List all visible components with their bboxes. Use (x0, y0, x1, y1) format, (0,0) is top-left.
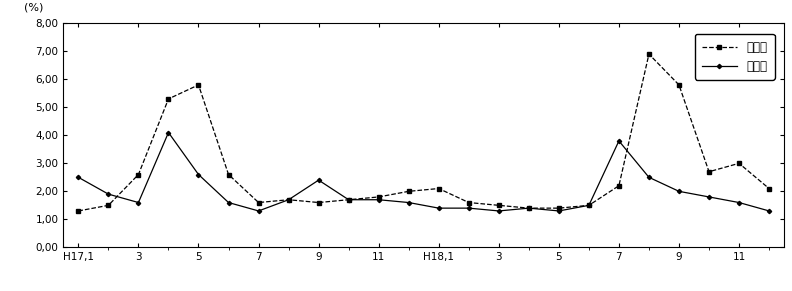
離職率 (104, 192, 113, 196)
入職率 (434, 187, 444, 190)
離職率 (674, 190, 683, 193)
離職率 (494, 209, 504, 213)
離職率 (524, 206, 534, 210)
入職率 (584, 204, 594, 207)
入職率 (284, 198, 293, 201)
Text: (%): (%) (24, 2, 43, 12)
入職率 (314, 201, 323, 204)
入職率 (224, 173, 234, 176)
Legend: 入職率, 離職率: 入職率, 離職率 (695, 34, 775, 80)
離職率 (464, 206, 474, 210)
入職率 (554, 206, 564, 210)
離職率 (253, 209, 263, 213)
離職率 (284, 198, 293, 201)
入職率 (674, 83, 683, 87)
入職率 (524, 206, 534, 210)
入職率 (494, 204, 504, 207)
離職率 (374, 198, 383, 201)
離職率 (74, 175, 83, 179)
入職率 (764, 187, 774, 190)
離職率 (314, 178, 323, 182)
離職率 (434, 206, 444, 210)
入職率 (253, 201, 263, 204)
離職率 (644, 175, 653, 179)
入職率 (614, 184, 623, 187)
離職率 (584, 204, 594, 207)
入職率 (344, 198, 353, 201)
入職率 (374, 195, 383, 199)
離職率 (554, 209, 564, 213)
離職率 (224, 201, 234, 204)
入職率 (464, 201, 474, 204)
離職率 (404, 201, 413, 204)
離職率 (734, 201, 744, 204)
入職率 (164, 97, 173, 101)
入職率 (74, 209, 83, 213)
入職率 (644, 52, 653, 56)
入職率 (704, 170, 714, 173)
離職率 (134, 201, 143, 204)
入職率 (734, 162, 744, 165)
Line: 入職率: 入職率 (76, 52, 771, 213)
離職率 (164, 131, 173, 134)
入職率 (404, 190, 413, 193)
入職率 (104, 204, 113, 207)
離職率 (614, 139, 623, 143)
離職率 (764, 209, 774, 213)
入職率 (134, 173, 143, 176)
離職率 (344, 198, 353, 201)
離職率 (704, 195, 714, 199)
離職率 (194, 173, 204, 176)
Line: 離職率: 離職率 (77, 131, 771, 212)
入職率 (194, 83, 204, 87)
